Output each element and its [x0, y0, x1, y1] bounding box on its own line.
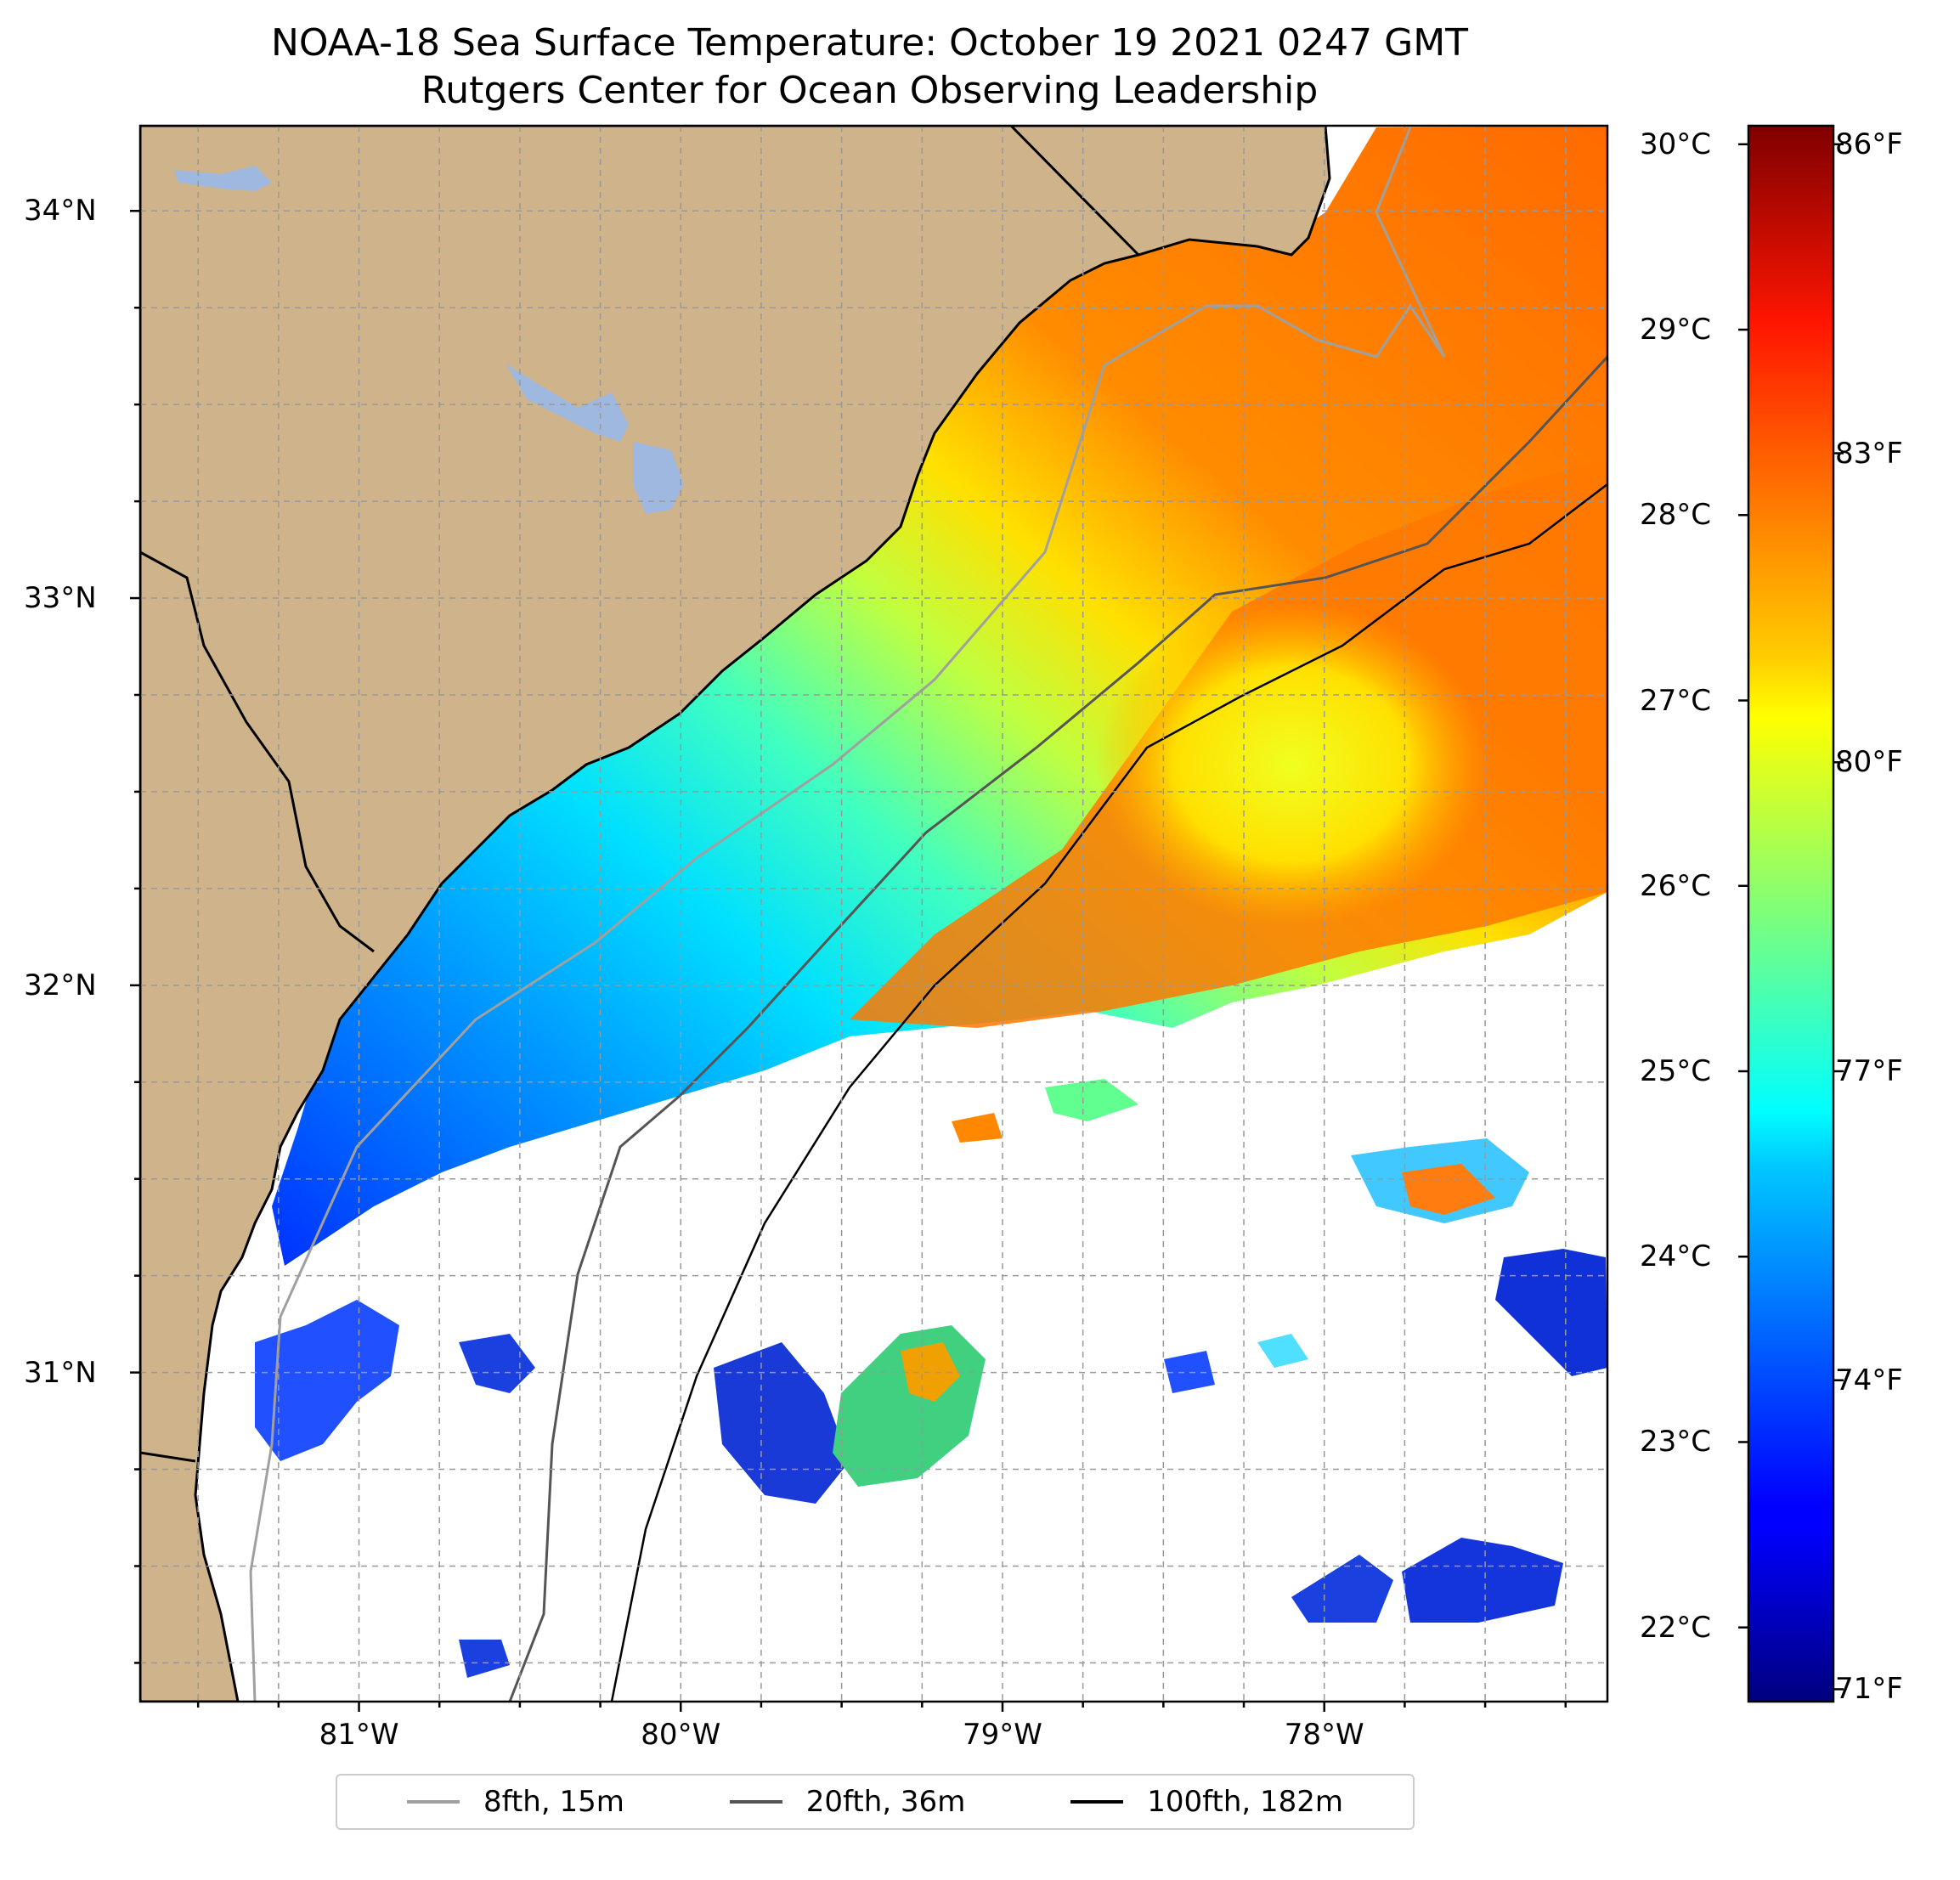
lat-tick-label: 32°N [24, 968, 97, 1002]
legend-label-100fth: 100fth, 182m [1147, 1785, 1344, 1819]
lake-moultrie [633, 442, 684, 514]
legend-item-20fth: 20fth, 36m [729, 1785, 966, 1819]
isobath-100fth [610, 483, 1607, 1702]
state-border-nc-sc [1009, 126, 1140, 257]
legend-label-20fth: 20fth, 36m [805, 1785, 966, 1819]
map-panel [140, 126, 1607, 1702]
colorbar-label-celsius: 27°C [1640, 683, 1712, 718]
legend-swatch-8fth [406, 1800, 460, 1804]
lon-tick-label: 80°W [641, 1718, 721, 1752]
legend-item-100fth: 100fth, 182m [1070, 1785, 1343, 1819]
colorbar-ticks [1738, 143, 1844, 1691]
chart-subtitle: Rutgers Center for Ocean Observing Leade… [421, 69, 1319, 112]
colorbar-label-celsius: 29°C [1640, 313, 1712, 347]
land [140, 126, 1331, 1702]
lat-tick-label: 34°N [24, 194, 97, 229]
isobath-legend: 8fth, 15m 20fth, 36m 100fth, 182m [336, 1774, 1415, 1830]
colorbar-label-fahrenheit: 80°F [1835, 745, 1903, 780]
colorbar-label-celsius: 24°C [1640, 1239, 1712, 1274]
colorbar-label-celsius: 28°C [1640, 498, 1712, 533]
isobath-20fth [508, 355, 1607, 1702]
colorbar-label-celsius: 26°C [1640, 868, 1712, 903]
legend-label-8fth: 8fth, 15m [483, 1785, 624, 1819]
legend-swatch-100fth [1070, 1800, 1124, 1804]
colorbar-label-fahrenheit: 77°F [1835, 1054, 1903, 1088]
colorbar-label-celsius: 25°C [1640, 1054, 1712, 1088]
colorbar-label-fahrenheit: 86°F [1835, 127, 1903, 161]
colorbar-label-celsius: 30°C [1640, 127, 1712, 161]
state-border-sc-ga [140, 550, 375, 953]
sst-field [272, 126, 1607, 1266]
colorbar-label-fahrenheit: 71°F [1835, 1672, 1903, 1707]
colorbar [1747, 124, 1835, 1703]
lake-marion [506, 364, 629, 442]
colorbar-label-fahrenheit: 83°F [1835, 436, 1903, 471]
legend-item-8fth: 8fth, 15m [406, 1785, 624, 1819]
map-ticks [130, 210, 1567, 1712]
colorbar-label-fahrenheit: 74°F [1835, 1363, 1903, 1397]
lat-tick-label: 33°N [24, 581, 97, 616]
colorbar-label-celsius: 23°C [1640, 1425, 1712, 1459]
warm-eddy [1096, 603, 1487, 926]
map-frame [138, 124, 1609, 1703]
lon-tick-label: 79°W [963, 1718, 1042, 1752]
lon-tick-label: 78°W [1284, 1718, 1364, 1752]
gridlines [140, 126, 1607, 1702]
state-border-ga-fl [140, 1451, 196, 1463]
lat-tick-label: 31°N [24, 1355, 97, 1390]
colorbar-label-celsius: 22°C [1640, 1610, 1712, 1645]
lon-tick-label: 81°W [319, 1718, 399, 1752]
legend-swatch-20fth [729, 1800, 782, 1804]
chart-title: NOAA-18 Sea Surface Temperature: October… [270, 21, 1469, 65]
